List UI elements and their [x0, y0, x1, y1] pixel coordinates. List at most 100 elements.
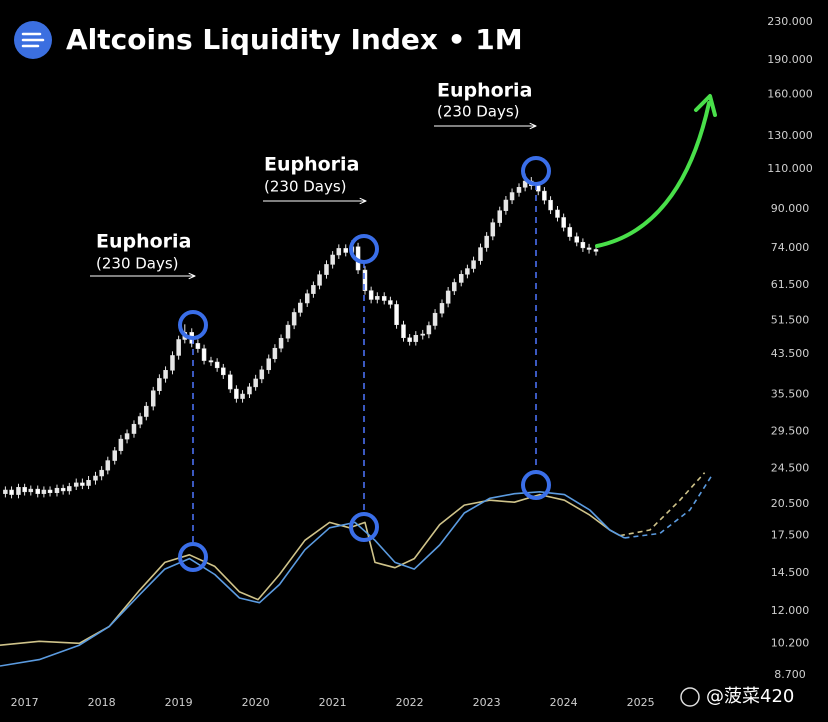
- peak-circle: [349, 512, 379, 542]
- candle-body: [336, 248, 342, 256]
- candle-body: [80, 482, 85, 486]
- candle-body: [561, 217, 566, 228]
- candle-body: [124, 433, 130, 440]
- y-tick-label: 10.200: [771, 636, 810, 649]
- watermark: @菠菜420: [680, 686, 794, 707]
- candle-body: [452, 282, 457, 292]
- peak-circle: [521, 470, 551, 500]
- candle-body: [542, 190, 547, 201]
- candle-body: [240, 393, 245, 399]
- y-tick-label: 43.500: [771, 347, 810, 360]
- candle-body: [41, 489, 47, 494]
- candle-body: [362, 269, 368, 291]
- candle-body: [420, 333, 425, 336]
- candle-body: [317, 274, 322, 286]
- candle-body: [458, 274, 464, 283]
- x-tick-label: 2017: [11, 696, 39, 709]
- candle-body: [272, 347, 278, 359]
- candle-body: [465, 268, 470, 275]
- y-tick-label: 12.000: [771, 604, 810, 617]
- y-tick-label: 160.000: [767, 87, 813, 100]
- candle-body: [593, 249, 599, 252]
- candle-body: [330, 254, 335, 265]
- candle-body: [253, 378, 258, 388]
- y-tick-label: 29.500: [771, 425, 810, 438]
- y-tick-label: 8.700: [774, 668, 806, 681]
- candle-body: [16, 487, 21, 495]
- candle-body: [426, 325, 432, 335]
- peak-circle: [178, 310, 208, 340]
- candle-body: [54, 487, 60, 493]
- candle-body: [388, 300, 393, 305]
- y-tick-label: 74.000: [771, 241, 810, 254]
- candle-body: [580, 242, 586, 249]
- chart-title: Altcoins Liquidity Index • 1M: [66, 23, 523, 56]
- candle-body: [484, 235, 489, 248]
- candle-body: [47, 489, 53, 493]
- candle-body: [471, 260, 476, 269]
- annotation-text: (230 Days): [96, 255, 179, 273]
- candle-body: [208, 360, 214, 363]
- candle-body: [118, 438, 124, 451]
- candle-body: [214, 361, 220, 369]
- candle-body: [99, 469, 104, 477]
- candle-body: [375, 296, 380, 300]
- x-tick-label: 2019: [165, 696, 193, 709]
- candle-body: [105, 460, 111, 471]
- x-tick-label: 2021: [319, 696, 347, 709]
- peak-circle: [178, 542, 208, 572]
- candle-body: [266, 358, 271, 371]
- y-tick-label: 130.000: [767, 129, 813, 142]
- indicator-line: [0, 491, 625, 667]
- indicator-line: [624, 475, 713, 539]
- candle-body: [234, 388, 239, 399]
- annotation-title: Euphoria: [264, 154, 359, 176]
- candle-body: [445, 290, 451, 304]
- candle-body: [170, 355, 175, 371]
- candle-body: [432, 312, 438, 326]
- candle-body: [201, 348, 207, 361]
- candle-body: [60, 487, 66, 492]
- candle-body: [535, 185, 541, 192]
- candle-body: [555, 209, 560, 218]
- y-tick-label: 51.500: [771, 313, 810, 326]
- candle-body: [144, 405, 149, 417]
- candle-body: [516, 187, 522, 193]
- candle-body: [221, 367, 226, 376]
- candle-body: [285, 324, 291, 339]
- candle-body: [324, 264, 329, 275]
- x-tick-label: 2024: [550, 696, 578, 709]
- candle-body: [131, 423, 137, 434]
- candle-body: [247, 386, 252, 395]
- candle-body: [343, 248, 348, 253]
- candle-body: [407, 337, 412, 342]
- y-tick-label: 190.000: [767, 53, 813, 66]
- candle-body: [401, 324, 406, 339]
- x-tick-label: 2025: [627, 696, 655, 709]
- candle-body: [227, 374, 233, 390]
- annotation-title: Euphoria: [96, 231, 191, 253]
- candle-body: [137, 416, 143, 425]
- candle-body: [9, 489, 14, 495]
- y-tick-label: 61.500: [771, 278, 810, 291]
- candle-body: [574, 236, 579, 243]
- candle-body: [497, 210, 502, 223]
- peak-markers: [178, 156, 551, 572]
- candle-body: [93, 475, 98, 481]
- x-tick-label: 2020: [242, 696, 270, 709]
- y-tick-label: 24.500: [771, 462, 810, 475]
- candle-body: [439, 303, 445, 314]
- candle-body: [311, 285, 316, 294]
- y-tick-label: 20.500: [771, 497, 810, 510]
- y-tick-label: 14.500: [771, 566, 810, 579]
- candle-body: [157, 378, 162, 391]
- candle-body: [548, 199, 553, 211]
- candle-body: [278, 337, 284, 349]
- y-tick-label: 90.000: [771, 202, 810, 215]
- candle-body: [298, 302, 303, 313]
- x-tick-label: 2022: [396, 696, 424, 709]
- x-tick-label: 2018: [88, 696, 116, 709]
- indicator-line: [619, 472, 706, 537]
- annotation-title: Euphoria: [437, 80, 532, 102]
